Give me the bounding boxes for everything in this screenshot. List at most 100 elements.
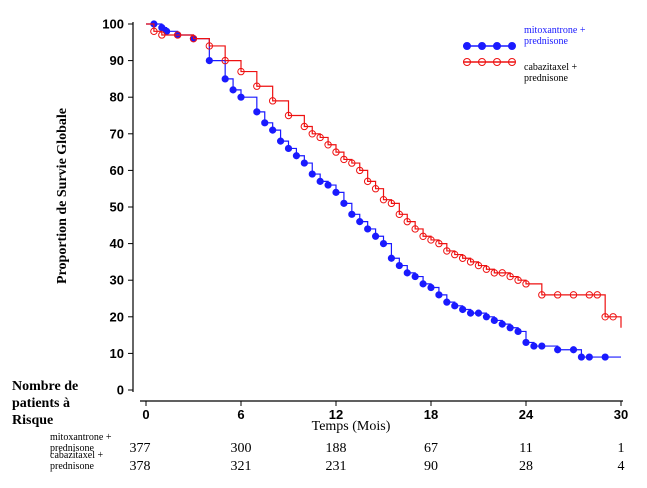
series-point — [221, 75, 229, 83]
series-point — [482, 265, 491, 273]
series-point — [443, 247, 451, 255]
legend-marker — [478, 42, 486, 50]
series-point — [276, 137, 285, 145]
x-axis-label: Temps (Mois) — [312, 419, 391, 434]
series-point — [340, 199, 348, 207]
series-point — [158, 31, 166, 39]
series-point — [300, 122, 309, 131]
series-point — [474, 261, 483, 270]
legend-marker — [493, 42, 501, 50]
series-point — [411, 225, 419, 233]
y-tick-label: 30 — [110, 273, 124, 288]
series-point — [316, 177, 324, 185]
series-point — [300, 159, 308, 167]
series-point — [466, 309, 475, 317]
legend-label: prednisone — [524, 36, 568, 47]
series-point — [332, 188, 340, 196]
series-point — [363, 177, 372, 186]
series-point — [569, 291, 578, 299]
series-line-1 — [146, 23, 621, 358]
y-tick-label: 100 — [102, 17, 124, 32]
series-point — [490, 316, 498, 325]
risk-table-title: Nombre de patients à Risque — [12, 379, 79, 428]
series-point — [261, 119, 269, 127]
series-point — [419, 280, 427, 288]
risk-value: 377 — [129, 441, 151, 456]
series-point — [514, 276, 522, 284]
series-point — [538, 342, 546, 350]
series-point — [237, 93, 245, 101]
series-point — [221, 56, 229, 65]
risk-value: 1 — [617, 441, 625, 456]
series-point — [419, 232, 427, 240]
series-point — [498, 269, 506, 277]
legend-marker — [478, 58, 486, 66]
series-point — [569, 346, 578, 354]
risk-value: 4 — [617, 459, 625, 474]
series-point — [601, 353, 609, 361]
series-point — [253, 108, 261, 116]
series-point — [284, 111, 293, 120]
series-point — [451, 302, 459, 310]
series-point — [458, 254, 467, 262]
series-point — [482, 313, 491, 321]
series-point — [395, 210, 404, 219]
series-point — [593, 291, 601, 299]
series-point — [173, 31, 182, 39]
series-point — [506, 272, 514, 281]
series-point — [356, 218, 364, 226]
y-axis-label: Proportion de Survie Globale — [55, 108, 70, 284]
risk-value: 67 — [424, 441, 438, 456]
series-point — [459, 305, 467, 314]
series-point — [530, 342, 538, 350]
risk-value: 231 — [325, 459, 347, 474]
series-line-2 — [146, 23, 622, 328]
series-point — [553, 291, 562, 299]
legend-label: prednisone — [524, 73, 568, 84]
series-point — [364, 225, 372, 233]
legend-marker — [463, 42, 471, 50]
series-point — [554, 346, 562, 354]
series-point — [427, 283, 435, 292]
series-point — [379, 240, 388, 248]
risk-value: 188 — [325, 441, 347, 456]
x-tick-label: 0 — [142, 407, 149, 422]
risk-row-label: cabazitaxel + prednisone — [50, 450, 145, 472]
x-axis-ticks: 0 6 12 18 24 30 — [142, 401, 628, 422]
series-point — [308, 170, 316, 178]
series-point — [348, 210, 356, 218]
legend-marker — [463, 58, 471, 66]
series-point — [379, 195, 388, 204]
legend-label: cabazitaxel + — [524, 62, 577, 73]
series-point — [332, 148, 340, 156]
y-axis-ticks: 0 10 20 30 40 50 60 70 80 90 100 — [102, 17, 133, 398]
y-tick-label: 0 — [117, 383, 124, 398]
risk-row-label-line: cabazitaxel + — [50, 450, 104, 461]
series-point — [522, 280, 530, 288]
series-point — [308, 130, 316, 138]
risk-row-label: mitoxantrone + prednisone — [50, 432, 145, 454]
series-point — [490, 269, 499, 277]
series-point — [609, 313, 617, 321]
series-point — [601, 313, 609, 321]
y-tick-label: 20 — [110, 309, 124, 324]
risk-value: 300 — [230, 441, 252, 456]
series-point — [466, 258, 475, 266]
legend-marker — [508, 42, 516, 50]
risk-value: 90 — [424, 459, 438, 474]
series-point — [189, 34, 198, 43]
series-point — [403, 217, 411, 226]
series-point — [577, 353, 586, 361]
y-tick-label: 70 — [110, 126, 124, 141]
series-point — [427, 236, 435, 244]
legend-marker — [493, 58, 501, 66]
series-point — [268, 97, 277, 105]
series-point — [371, 185, 380, 193]
y-tick-label: 80 — [110, 90, 124, 105]
series-point — [205, 56, 213, 65]
x-tick-label: 24 — [519, 407, 534, 422]
risk-value: 11 — [519, 441, 533, 456]
series-point — [585, 291, 594, 299]
